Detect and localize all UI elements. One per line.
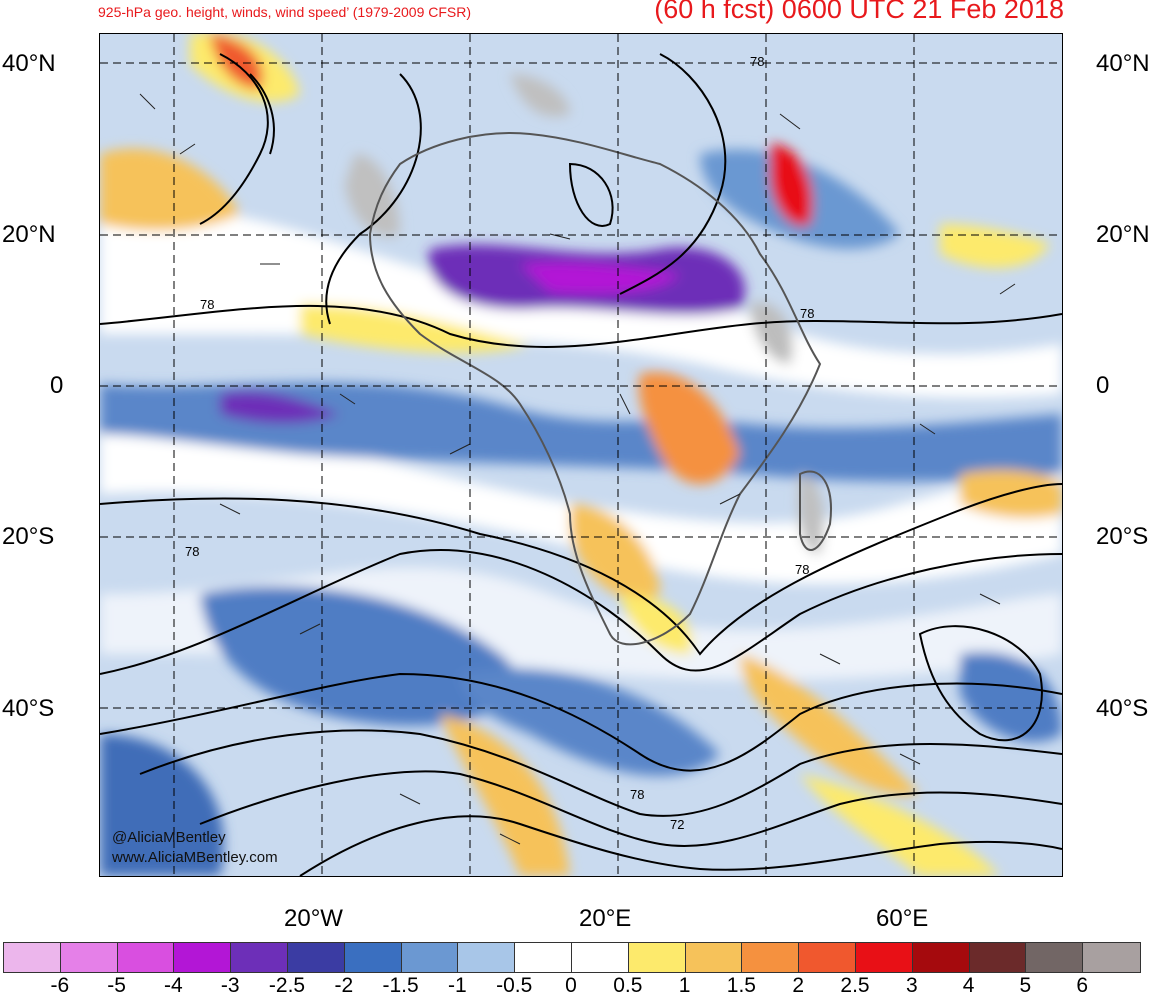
colorbar-swatch (628, 943, 686, 972)
credit-handle: @AliciaMBentley (112, 829, 226, 846)
africa-coastline (368, 132, 822, 646)
lat-label-left: 40°N (2, 50, 56, 77)
colorbar-tick-label: -4 (164, 974, 183, 997)
colorbar-tick-label: 2 (792, 974, 805, 997)
map-canvas: 78 78 78 78 78 78 72 (100, 34, 1062, 876)
colorbar-swatch (969, 943, 1027, 972)
lat-label-right: 40°S (1096, 695, 1149, 722)
colorbar (3, 942, 1141, 973)
colorbar-swatch (117, 943, 175, 972)
colorbar-swatch (742, 943, 800, 972)
colorbar-tick-label: -1 (448, 974, 467, 997)
wind-barbs (139, 93, 1016, 845)
colorbar-swatch (344, 943, 402, 972)
contour-label: 78 (200, 297, 214, 312)
contour-label: 72 (670, 817, 684, 832)
colorbar-tick-label: 0 (565, 974, 577, 997)
height-contours (100, 53, 1062, 876)
colorbar-swatch (231, 943, 288, 972)
colorbar-swatch (515, 943, 572, 972)
colorbar-swatch (287, 943, 345, 972)
colorbar-tick-label: -6 (50, 974, 70, 997)
colorbar-tick-label: 5 (1019, 974, 1032, 997)
lat-label-right: 40°N (1096, 50, 1150, 77)
lon-label: 60°E (876, 905, 929, 932)
lat-label-right: 20°N (1096, 221, 1150, 248)
credit-url: www.AliciaMBentley.com (112, 849, 278, 866)
contour-label-group: 78 78 78 78 78 78 72 (185, 54, 814, 832)
chart-title-left: 925-hPa geo. height, winds, wind speed’ … (98, 4, 472, 20)
lat-label-left: 0 (50, 372, 64, 399)
contour-label: 78 (800, 306, 814, 321)
colorbar-tick-label: 6 (1076, 974, 1089, 997)
colorbar-tick-label: 2.5 (840, 974, 870, 997)
contour-label: 78 (795, 562, 809, 577)
colorbar-tick-label: -5 (107, 974, 126, 997)
lat-label-left: 20°N (2, 221, 56, 248)
contour-label: 78 (750, 54, 764, 69)
colorbar-swatch (401, 943, 459, 972)
graticule (100, 34, 1062, 876)
colorbar-tick-label: 1 (678, 974, 691, 997)
colorbar-swatch (799, 943, 856, 972)
chart-title-right: (60 h fcst) 0600 UTC 21 Feb 2018 (654, 0, 1064, 24)
colorbar-swatch (912, 943, 970, 972)
lat-label-left: 20°S (2, 523, 55, 550)
colorbar-tick-label: 4 (962, 974, 975, 997)
colorbar-swatch (4, 943, 61, 972)
colorbar-tick-label: 1.5 (726, 974, 756, 997)
colorbar-tick-label: -1.5 (382, 974, 419, 997)
colorbar-tick-label: -3 (220, 974, 240, 997)
colorbar-swatch (174, 943, 232, 972)
lon-label: 20°E (579, 905, 632, 932)
lat-label-right: 0 (1096, 372, 1110, 399)
map-panel: 78 78 78 78 78 78 72 (99, 33, 1063, 877)
colorbar-swatch (571, 943, 629, 972)
colorbar-swatch (685, 943, 743, 972)
lat-label-left: 40°S (2, 695, 55, 722)
colorbar-tick-label: -0.5 (496, 974, 533, 997)
lat-label-right: 20°S (1096, 523, 1149, 550)
madagascar-coastline (799, 470, 832, 551)
colorbar-swatch (855, 943, 913, 972)
colorbar-tick-label: 3 (905, 974, 918, 997)
contour-label: 78 (185, 544, 199, 559)
colorbar-swatch (458, 943, 516, 972)
lon-label: 20°W (284, 905, 343, 932)
colorbar-tick-label: 0.5 (613, 974, 643, 997)
colorbar-swatch (1083, 943, 1140, 972)
colorbar-swatch (60, 943, 118, 972)
colorbar-tick-label: -2 (334, 974, 354, 997)
colorbar-swatch (1026, 943, 1084, 972)
colorbar-tick-label: -2.5 (268, 974, 306, 997)
contour-label: 78 (630, 787, 644, 802)
